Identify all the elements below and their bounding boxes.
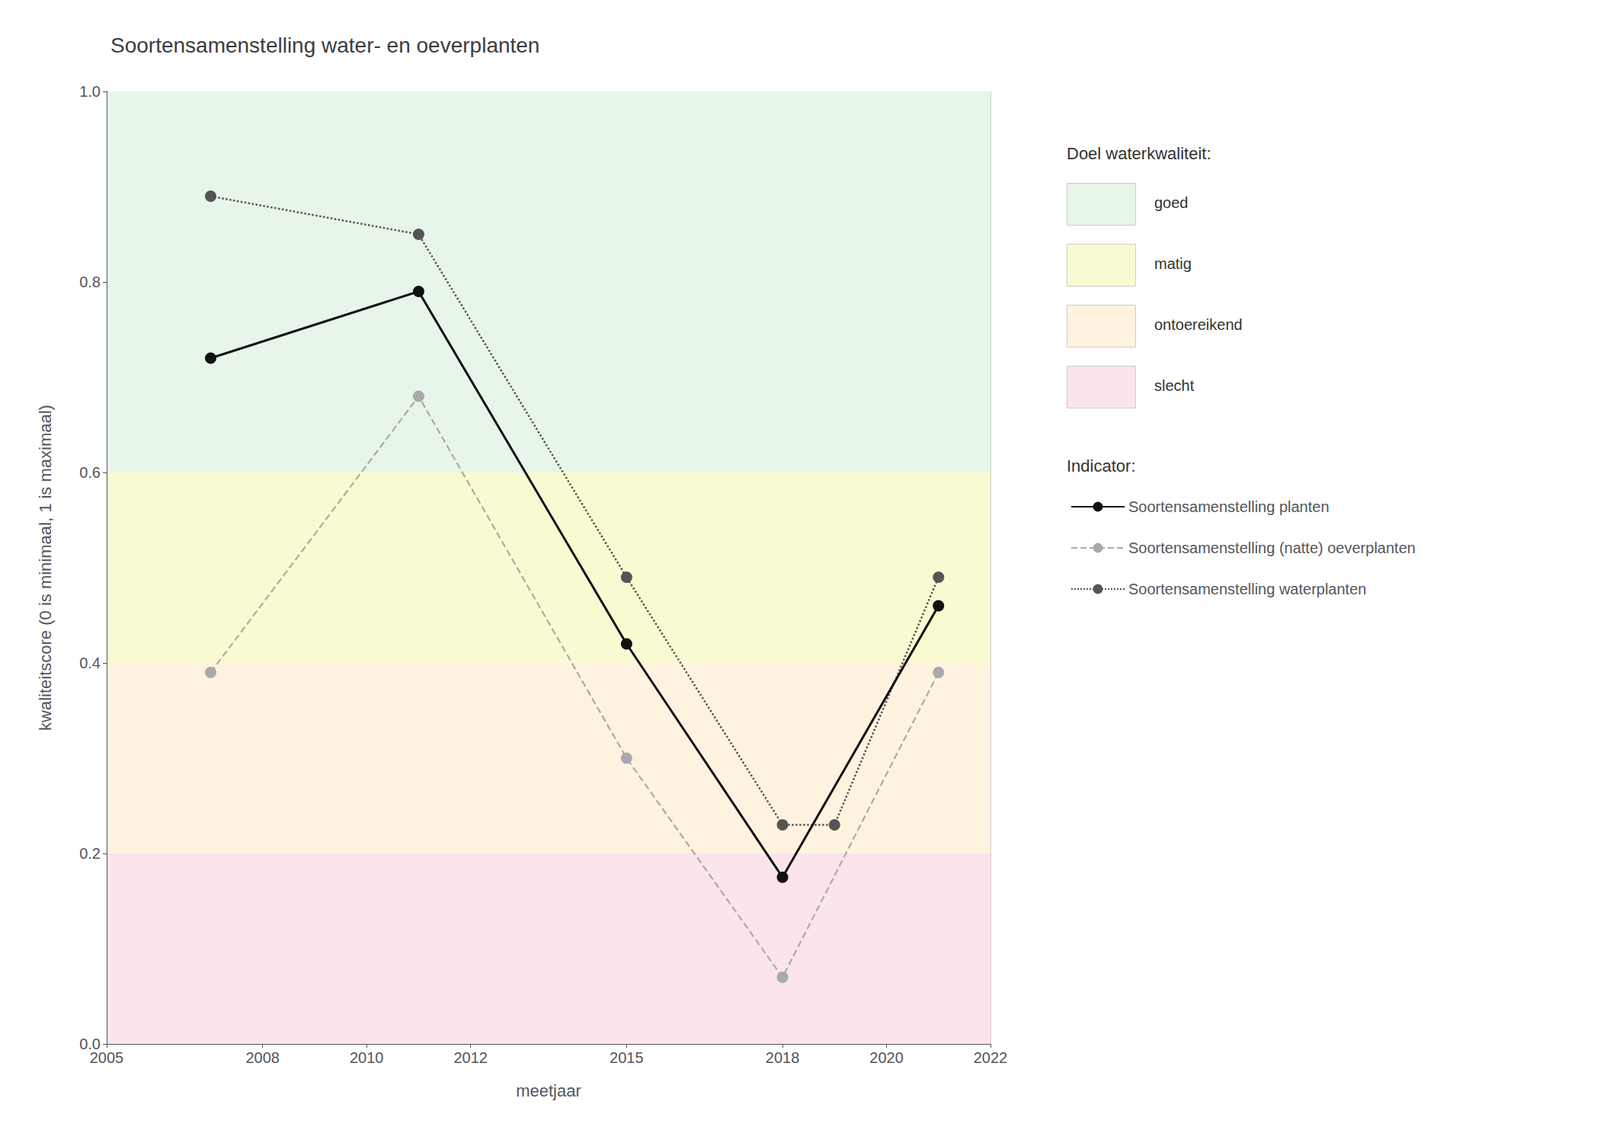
svg-text:2015: 2015 [609,1049,644,1066]
svg-text:slecht: slecht [1154,377,1195,394]
svg-text:2008: 2008 [245,1049,280,1066]
svg-text:Soortensamenstelling planten: Soortensamenstelling planten [1128,498,1330,516]
svg-text:Soortensamenstelling waterplan: Soortensamenstelling waterplanten [1128,580,1367,598]
svg-text:ontoereikend: ontoereikend [1154,316,1243,333]
svg-text:0.8: 0.8 [79,273,101,291]
svg-text:Doel waterkwaliteit:: Doel waterkwaliteit: [1066,144,1212,164]
svg-text:0.2: 0.2 [79,844,101,862]
svg-text:Soortensamenstelling water- en: Soortensamenstelling water- en oeverplan… [110,33,540,58]
svg-text:matig: matig [1154,255,1192,272]
svg-text:0.4: 0.4 [79,654,101,672]
svg-text:2022: 2022 [973,1049,1008,1066]
svg-text:2012: 2012 [453,1049,488,1066]
svg-text:1.0: 1.0 [79,83,101,100]
svg-text:kwaliteitscore (0 is minimaal,: kwaliteitscore (0 is minimaal, 1 is maxi… [35,404,55,731]
svg-text:goed: goed [1154,194,1189,212]
svg-text:2018: 2018 [765,1049,800,1066]
svg-text:0.6: 0.6 [79,464,101,481]
svg-text:meetjaar: meetjaar [515,1081,582,1101]
svg-text:2005: 2005 [89,1049,125,1066]
svg-text:0.0: 0.0 [79,1035,101,1053]
svg-text:Indicator:: Indicator: [1066,456,1136,476]
svg-text:Soortensamenstelling (natte) o: Soortensamenstelling (natte) oeverplante… [1128,539,1416,557]
svg-text:2010: 2010 [349,1049,384,1066]
svg-text:2020: 2020 [869,1049,904,1066]
